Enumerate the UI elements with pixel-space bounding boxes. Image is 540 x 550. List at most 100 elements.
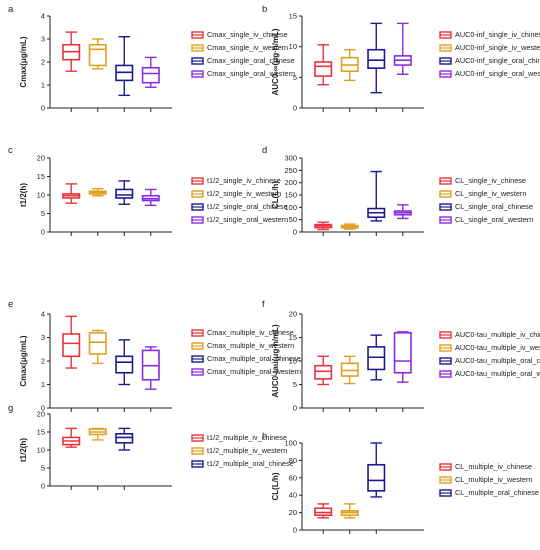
legend-entry: t1/2_multiple_oral_chinese — [191, 459, 294, 468]
y-tick-label: 5 — [293, 380, 297, 389]
legend-label: Cmax_single_iv_chinese — [207, 30, 288, 39]
legend-label: AUC0-inf_single_iv_chinese — [455, 30, 540, 39]
legend-label: AUC0-tau_multiple_oral_western — [455, 369, 540, 378]
box-body — [367, 463, 386, 492]
y-tick-label: 100 — [284, 203, 297, 212]
legend-entry: AUC0-inf_single_oral_chinese — [439, 56, 540, 65]
y-axis-label: AUC0-tau(μg·h/mL) — [271, 324, 280, 398]
box-t1/2_multiple_oral_chinese — [115, 427, 134, 451]
y-tick-label: 60 — [289, 473, 297, 482]
legend-label: CL_multiple_oral_chinese — [455, 488, 539, 497]
y-axis-label: CL(L/h) — [271, 472, 280, 500]
box-AUC0-tau_multiple_oral_chinese — [367, 334, 386, 381]
legend-entry: CL_multiple_iv_western — [439, 475, 532, 484]
box-AUC0-inf_single_iv_chinese — [314, 44, 333, 86]
box-CL_single_iv_chinese — [314, 221, 333, 231]
box-Cmax_multiple_oral_western — [141, 346, 160, 390]
y-tick-label: 2 — [41, 58, 45, 67]
legend-entry: Cmax_single_iv_western — [191, 43, 288, 52]
panel-letter: h — [262, 431, 267, 442]
box-Cmax_single_iv_western — [88, 38, 107, 70]
y-tick-label: 80 — [289, 456, 297, 465]
y-tick-label: 0 — [41, 228, 45, 237]
legend-entry: CL_single_oral_western — [439, 215, 533, 224]
box-body — [314, 61, 333, 77]
legend-label: AUC0-tau_multiple_iv_chinese — [455, 330, 540, 339]
y-tick-label: 3 — [41, 35, 45, 44]
box-AUC0-tau_multiple_iv_chinese — [314, 355, 333, 386]
y-tick-label: 20 — [37, 410, 45, 419]
y-tick-label: 150 — [284, 191, 297, 200]
y-tick-label: 5 — [41, 209, 45, 218]
box-t1/2_multiple_iv_chinese — [62, 427, 81, 448]
legend-entry: AUC0-inf_single_iv_chinese — [439, 30, 540, 39]
panel-e: e 0 1 2 3 4 Cmax(μg/mL) Cmax_multiple_iv_chines… — [8, 299, 301, 413]
panel-letter: f — [262, 299, 265, 310]
y-axis-label: t1/2(h) — [19, 183, 28, 207]
box-Cmax_single_oral_chinese — [115, 36, 134, 97]
box-body — [393, 331, 412, 374]
box-body — [88, 331, 107, 355]
y-tick-label: 300 — [284, 154, 297, 163]
y-axis-label: Cmax(μg/mL) — [19, 335, 28, 386]
box-body — [62, 333, 81, 358]
box-AUC0-inf_single_oral_western — [393, 22, 412, 75]
box-Cmax_multiple_iv_chinese — [62, 315, 81, 369]
y-tick-label: 0 — [293, 228, 297, 237]
box-CL_single_oral_western — [393, 204, 412, 220]
y-tick-label: 3 — [41, 333, 45, 342]
box-t1/2_single_iv_western — [88, 188, 107, 197]
y-tick-label: 0 — [41, 482, 45, 491]
y-tick-label: 20 — [37, 154, 45, 163]
legend-label: Cmax_single_oral_chinese — [207, 56, 295, 65]
y-axis-label: AUC0-∞(μg·h/mL) — [271, 28, 280, 95]
box-AUC0-inf_single_iv_western — [340, 49, 359, 82]
legend-entry: AUC0-tau_multiple_oral_western — [439, 369, 540, 378]
box-body — [115, 355, 134, 374]
legend-entry: t1/2_multiple_iv_western — [191, 446, 287, 455]
legend-entry: Cmax_multiple_oral_western — [191, 367, 301, 376]
box-body — [88, 43, 107, 67]
legend-entry: Cmax_multiple_iv_western — [191, 341, 294, 350]
legend-entry: CL_multiple_oral_chinese — [439, 488, 539, 497]
y-tick-label: 20 — [289, 310, 297, 319]
legend-label: t1/2_single_iv_chinese — [207, 176, 281, 185]
y-tick-label: 100 — [284, 439, 297, 448]
box-body — [314, 364, 333, 380]
y-tick-label: 15 — [37, 172, 45, 181]
legend-label: t1/2_single_iv_western — [207, 189, 281, 198]
legend-entry: t1/2_single_iv_western — [191, 189, 281, 198]
legend-entry: t1/2_single_oral_western — [191, 215, 288, 224]
legend-label: t1/2_single_oral_chinese — [207, 202, 288, 211]
panel-a: a 0 1 2 3 4 Cmax(μg/mL) Cmax_single_iv_chinese C… — [8, 4, 295, 113]
legend-label: t1/2_multiple_iv_western — [207, 446, 287, 455]
legend-entry: t1/2_multiple_iv_chinese — [191, 433, 287, 442]
box-t1/2_single_iv_chinese — [62, 183, 81, 204]
y-axis-label: Cmax(μg/mL) — [19, 36, 28, 87]
legend-entry: Cmax_multiple_oral_chinese — [191, 354, 301, 363]
legend-entry: Cmax_single_oral_western — [191, 69, 295, 78]
y-axis-label: CL(L/h) — [271, 181, 280, 209]
y-tick-label: 15 — [289, 12, 297, 21]
y-tick-label: 0 — [41, 404, 45, 413]
y-tick-label: 5 — [293, 73, 297, 82]
box-AUC0-inf_single_oral_chinese — [367, 22, 386, 94]
y-tick-label: 1 — [41, 81, 45, 90]
box-Cmax_multiple_iv_western — [88, 329, 107, 365]
y-tick-label: 10 — [289, 42, 297, 51]
panel-h: h 0 20 40 60 80 100 CL(L/h) CL_multiple_iv_chine… — [262, 431, 539, 535]
legend-label: CL_single_iv_western — [455, 189, 526, 198]
y-tick-label: 2 — [41, 357, 45, 366]
legend-label: AUC0-inf_single_iv_western — [455, 43, 540, 52]
legend-label: AUC0-inf_single_oral_western — [455, 69, 540, 78]
panel-g: g 0 5 10 15 20 t1/2(h) t1/2_multiple_iv_chinese… — [8, 403, 294, 491]
y-tick-label: 4 — [41, 310, 45, 319]
y-axis-label: t1/2(h) — [19, 438, 28, 462]
y-tick-label: 50 — [289, 215, 297, 224]
panel-f: f 0 5 10 15 20 AUC0-tau(μg·h/mL) AUC0-tau_multi… — [262, 299, 540, 413]
box-body — [141, 66, 160, 84]
legend-entry: CL_single_iv_chinese — [439, 176, 526, 185]
legend-entry: t1/2_single_oral_chinese — [191, 202, 288, 211]
y-tick-label: 15 — [37, 428, 45, 437]
